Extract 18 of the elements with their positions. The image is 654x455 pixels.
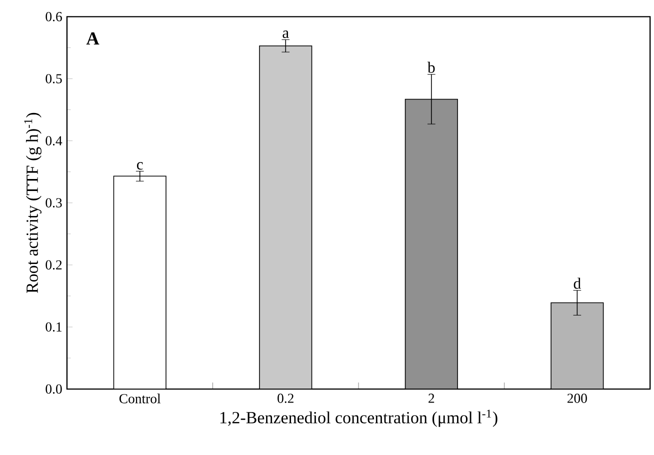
y-axis-title: Root activity (TTF (g h)$^{-1}$) [24,113,42,294]
y-tick-label: 0.4 [46,136,62,146]
annotation: c [136,162,143,170]
y-tick-label: 0.0 [46,384,62,394]
y-tick-label: 0.3 [46,198,62,208]
x-tick-label: 200 [567,394,587,404]
x-axis-title: 1,2-Benzenediol concentration (μmol l$^{-1}$) [220,410,498,427]
y-tick-label: 0.2 [46,260,62,270]
y-tick-label: 0.5 [46,74,62,84]
annotation: a [282,30,289,38]
y-tick-label: 0.1 [46,322,62,332]
annotation: A [86,32,100,45]
x-tick-label: Control [119,394,161,404]
annotation: b [427,62,435,73]
x-tick-label: 2 [428,394,434,403]
annotation: d [574,278,581,289]
y-tick-label: 0.6 [46,12,62,22]
x-tick-label: 0.2 [278,394,294,404]
